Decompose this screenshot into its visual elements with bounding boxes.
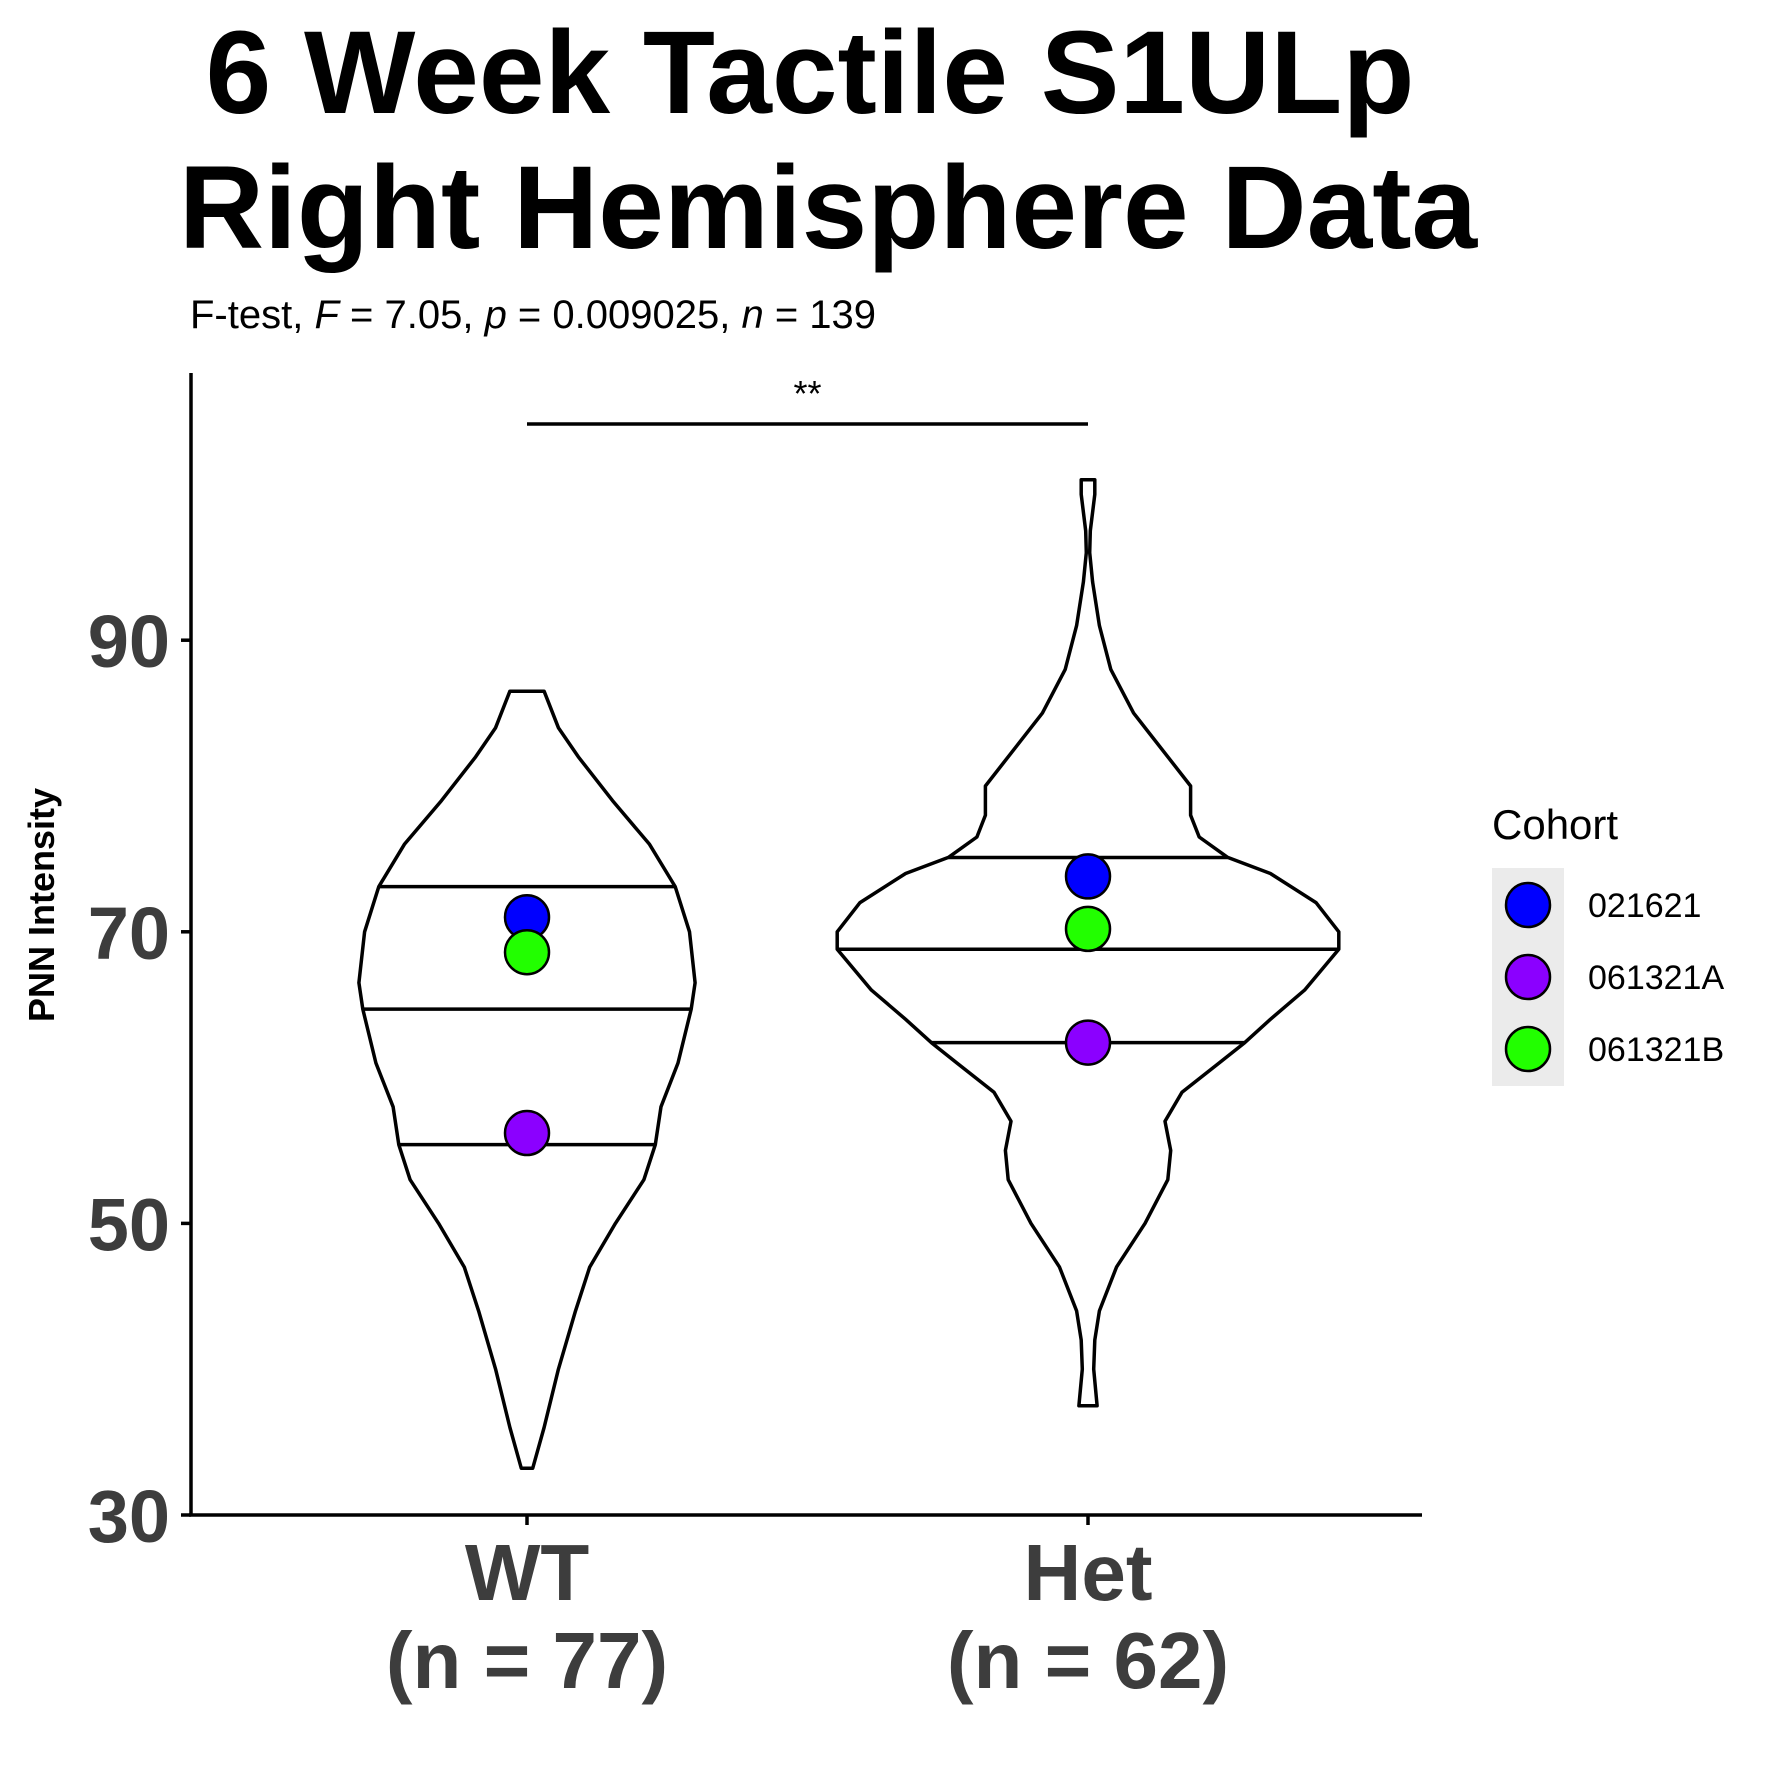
legend-label-061321a: 061321A [1588, 959, 1724, 997]
x-tick-count-wt: (n = 77) [386, 1616, 668, 1705]
violin-layer [357, 478, 1341, 1471]
subtitle-stat-value: = 7.05, [339, 293, 485, 337]
legend-key-061321b [1504, 1025, 1552, 1073]
subtitle-test: F-test, [190, 293, 314, 337]
y-axis-ticks: 30 50 70 90 [88, 600, 191, 1558]
significance-label: ** [793, 373, 821, 414]
x-tick-label-wt: WT [465, 1528, 590, 1617]
x-tick-label-het: Het [1024, 1528, 1153, 1617]
subtitle-stat-name: F [314, 293, 341, 337]
violin-wt [357, 689, 697, 1471]
y-tick-label-50: 50 [88, 1183, 170, 1266]
legend-title: Cohort [1492, 801, 1618, 848]
point-het-021621 [1064, 853, 1112, 900]
point-het-061321b [1064, 905, 1112, 953]
subtitle-p-name: p [484, 293, 507, 337]
legend-label-021621: 021621 [1588, 887, 1701, 925]
subtitle-n-name: n [741, 293, 763, 337]
x-tick-count-het: (n = 62) [947, 1616, 1229, 1705]
y-tick-label-70: 70 [88, 892, 170, 975]
chart-subtitle: F-test, F = 7.05, p = 0.009025, n = 139 [190, 293, 876, 337]
chart-title-line-2: Right Hemisphere Data [179, 142, 1479, 274]
x-axis-ticks: WT(n = 77) Het(n = 62) [386, 1515, 1229, 1705]
chart-title-line-1: 6 Week Tactile S1ULp [206, 7, 1415, 139]
point-het-061321a [1064, 1019, 1112, 1066]
y-tick-label-30: 30 [88, 1475, 170, 1558]
points-layer [503, 853, 1112, 1157]
legend-key-021621 [1504, 881, 1552, 929]
y-axis-label: PNN Intensity [21, 788, 62, 1022]
legend: Cohort 021621 061321A 061321B [1492, 801, 1724, 1086]
subtitle-p-value: = 0.009025, [507, 293, 742, 337]
legend-key-061321a [1504, 953, 1552, 1001]
subtitle-n-value: = 139 [764, 293, 876, 337]
significance-layer: ** [527, 373, 1088, 426]
legend-label-061321b: 061321B [1588, 1031, 1724, 1069]
point-wt-061321b [503, 928, 551, 976]
y-tick-label-90: 90 [88, 600, 170, 683]
point-wt-061321a [503, 1109, 551, 1157]
legend-entries: 021621 061321A 061321B [1504, 881, 1724, 1073]
